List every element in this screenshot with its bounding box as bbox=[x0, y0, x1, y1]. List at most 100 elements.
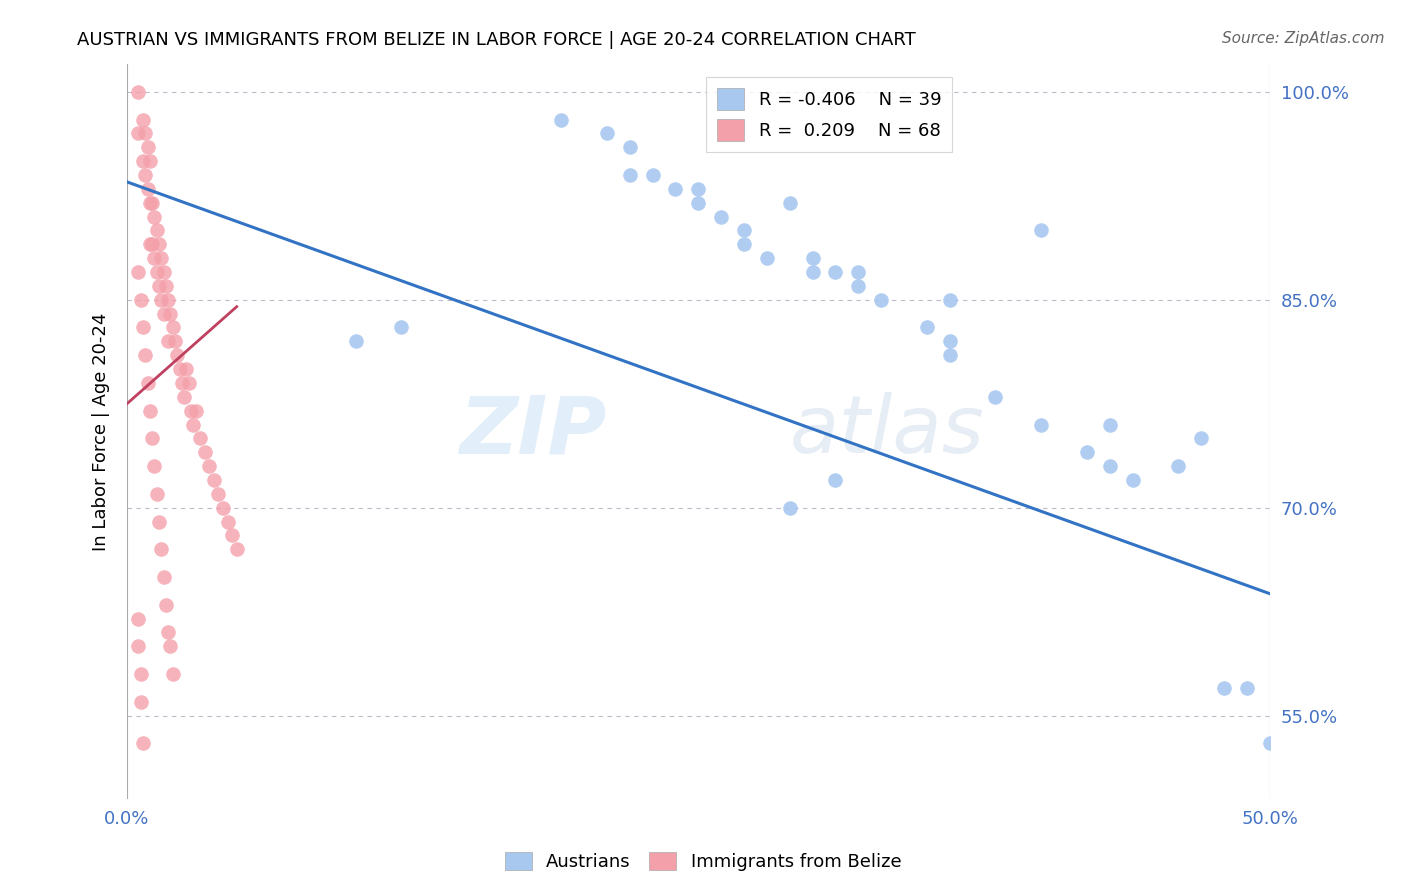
Point bbox=[157, 334, 180, 349]
Point bbox=[1167, 459, 1189, 474]
Point bbox=[688, 182, 710, 196]
Point bbox=[1236, 681, 1258, 695]
Point bbox=[134, 168, 156, 182]
Point bbox=[824, 265, 846, 279]
Point bbox=[143, 210, 166, 224]
Point bbox=[132, 736, 155, 750]
Point bbox=[1098, 417, 1121, 432]
Point bbox=[157, 293, 180, 307]
Point bbox=[148, 237, 170, 252]
Point bbox=[846, 278, 869, 293]
Point bbox=[143, 251, 166, 265]
Point bbox=[596, 127, 619, 141]
Point bbox=[870, 293, 893, 307]
Point bbox=[163, 334, 186, 349]
Point bbox=[389, 320, 412, 334]
Point bbox=[132, 320, 155, 334]
Point bbox=[207, 487, 229, 501]
Point bbox=[139, 237, 162, 252]
Point bbox=[127, 640, 149, 654]
Point bbox=[152, 265, 174, 279]
Point bbox=[132, 112, 155, 127]
Point bbox=[217, 515, 239, 529]
Point bbox=[779, 195, 801, 210]
Point bbox=[176, 362, 198, 376]
Point bbox=[221, 528, 243, 542]
Point bbox=[139, 154, 162, 169]
Point bbox=[801, 251, 824, 265]
Point bbox=[938, 293, 960, 307]
Point bbox=[148, 515, 170, 529]
Point bbox=[824, 473, 846, 487]
Point bbox=[173, 390, 195, 404]
Point bbox=[139, 403, 162, 417]
Point bbox=[1076, 445, 1098, 459]
Point bbox=[664, 182, 686, 196]
Point bbox=[688, 195, 710, 210]
Point bbox=[170, 376, 193, 390]
Point bbox=[159, 307, 181, 321]
Point bbox=[145, 487, 167, 501]
Point bbox=[129, 293, 152, 307]
Point bbox=[145, 265, 167, 279]
Point bbox=[150, 251, 173, 265]
Y-axis label: In Labor Force | Age 20-24: In Labor Force | Age 20-24 bbox=[93, 312, 110, 550]
Point bbox=[188, 431, 211, 445]
Point bbox=[145, 223, 167, 237]
Point bbox=[1031, 417, 1053, 432]
Legend: Austrians, Immigrants from Belize: Austrians, Immigrants from Belize bbox=[498, 845, 908, 879]
Point bbox=[1098, 459, 1121, 474]
Point bbox=[1189, 431, 1212, 445]
Point bbox=[198, 459, 221, 474]
Point bbox=[139, 195, 162, 210]
Point bbox=[136, 182, 159, 196]
Point bbox=[733, 237, 755, 252]
Text: Source: ZipAtlas.com: Source: ZipAtlas.com bbox=[1222, 31, 1385, 46]
Point bbox=[134, 348, 156, 362]
Point bbox=[641, 168, 664, 182]
Text: ZIP: ZIP bbox=[460, 392, 607, 470]
Point bbox=[733, 223, 755, 237]
Point bbox=[141, 431, 163, 445]
Text: AUSTRIAN VS IMMIGRANTS FROM BELIZE IN LABOR FORCE | AGE 20-24 CORRELATION CHART: AUSTRIAN VS IMMIGRANTS FROM BELIZE IN LA… bbox=[77, 31, 917, 49]
Point bbox=[136, 140, 159, 154]
Point bbox=[162, 320, 184, 334]
Point bbox=[150, 293, 173, 307]
Point bbox=[134, 127, 156, 141]
Point bbox=[801, 265, 824, 279]
Point bbox=[155, 278, 177, 293]
Point bbox=[619, 168, 641, 182]
Point bbox=[155, 598, 177, 612]
Point bbox=[162, 667, 184, 681]
Point bbox=[157, 625, 180, 640]
Point bbox=[1258, 736, 1281, 750]
Point bbox=[127, 85, 149, 99]
Point bbox=[194, 445, 217, 459]
Point bbox=[127, 612, 149, 626]
Point bbox=[150, 542, 173, 557]
Point bbox=[938, 334, 960, 349]
Point bbox=[755, 251, 778, 265]
Point bbox=[132, 154, 155, 169]
Point bbox=[619, 140, 641, 154]
Point bbox=[177, 376, 200, 390]
Point bbox=[143, 459, 166, 474]
Point bbox=[136, 376, 159, 390]
Point bbox=[169, 362, 191, 376]
Point bbox=[984, 390, 1007, 404]
Point bbox=[148, 278, 170, 293]
Point bbox=[152, 307, 174, 321]
Point bbox=[779, 500, 801, 515]
Point bbox=[141, 195, 163, 210]
Legend: R = -0.406    N = 39, R =  0.209    N = 68: R = -0.406 N = 39, R = 0.209 N = 68 bbox=[706, 77, 952, 152]
Point bbox=[129, 695, 152, 709]
Point bbox=[938, 348, 960, 362]
Point bbox=[710, 210, 733, 224]
Point bbox=[1122, 473, 1144, 487]
Point bbox=[1213, 681, 1236, 695]
Point bbox=[550, 112, 572, 127]
Text: atlas: atlas bbox=[790, 392, 984, 470]
Point bbox=[846, 265, 869, 279]
Point bbox=[129, 667, 152, 681]
Point bbox=[344, 334, 367, 349]
